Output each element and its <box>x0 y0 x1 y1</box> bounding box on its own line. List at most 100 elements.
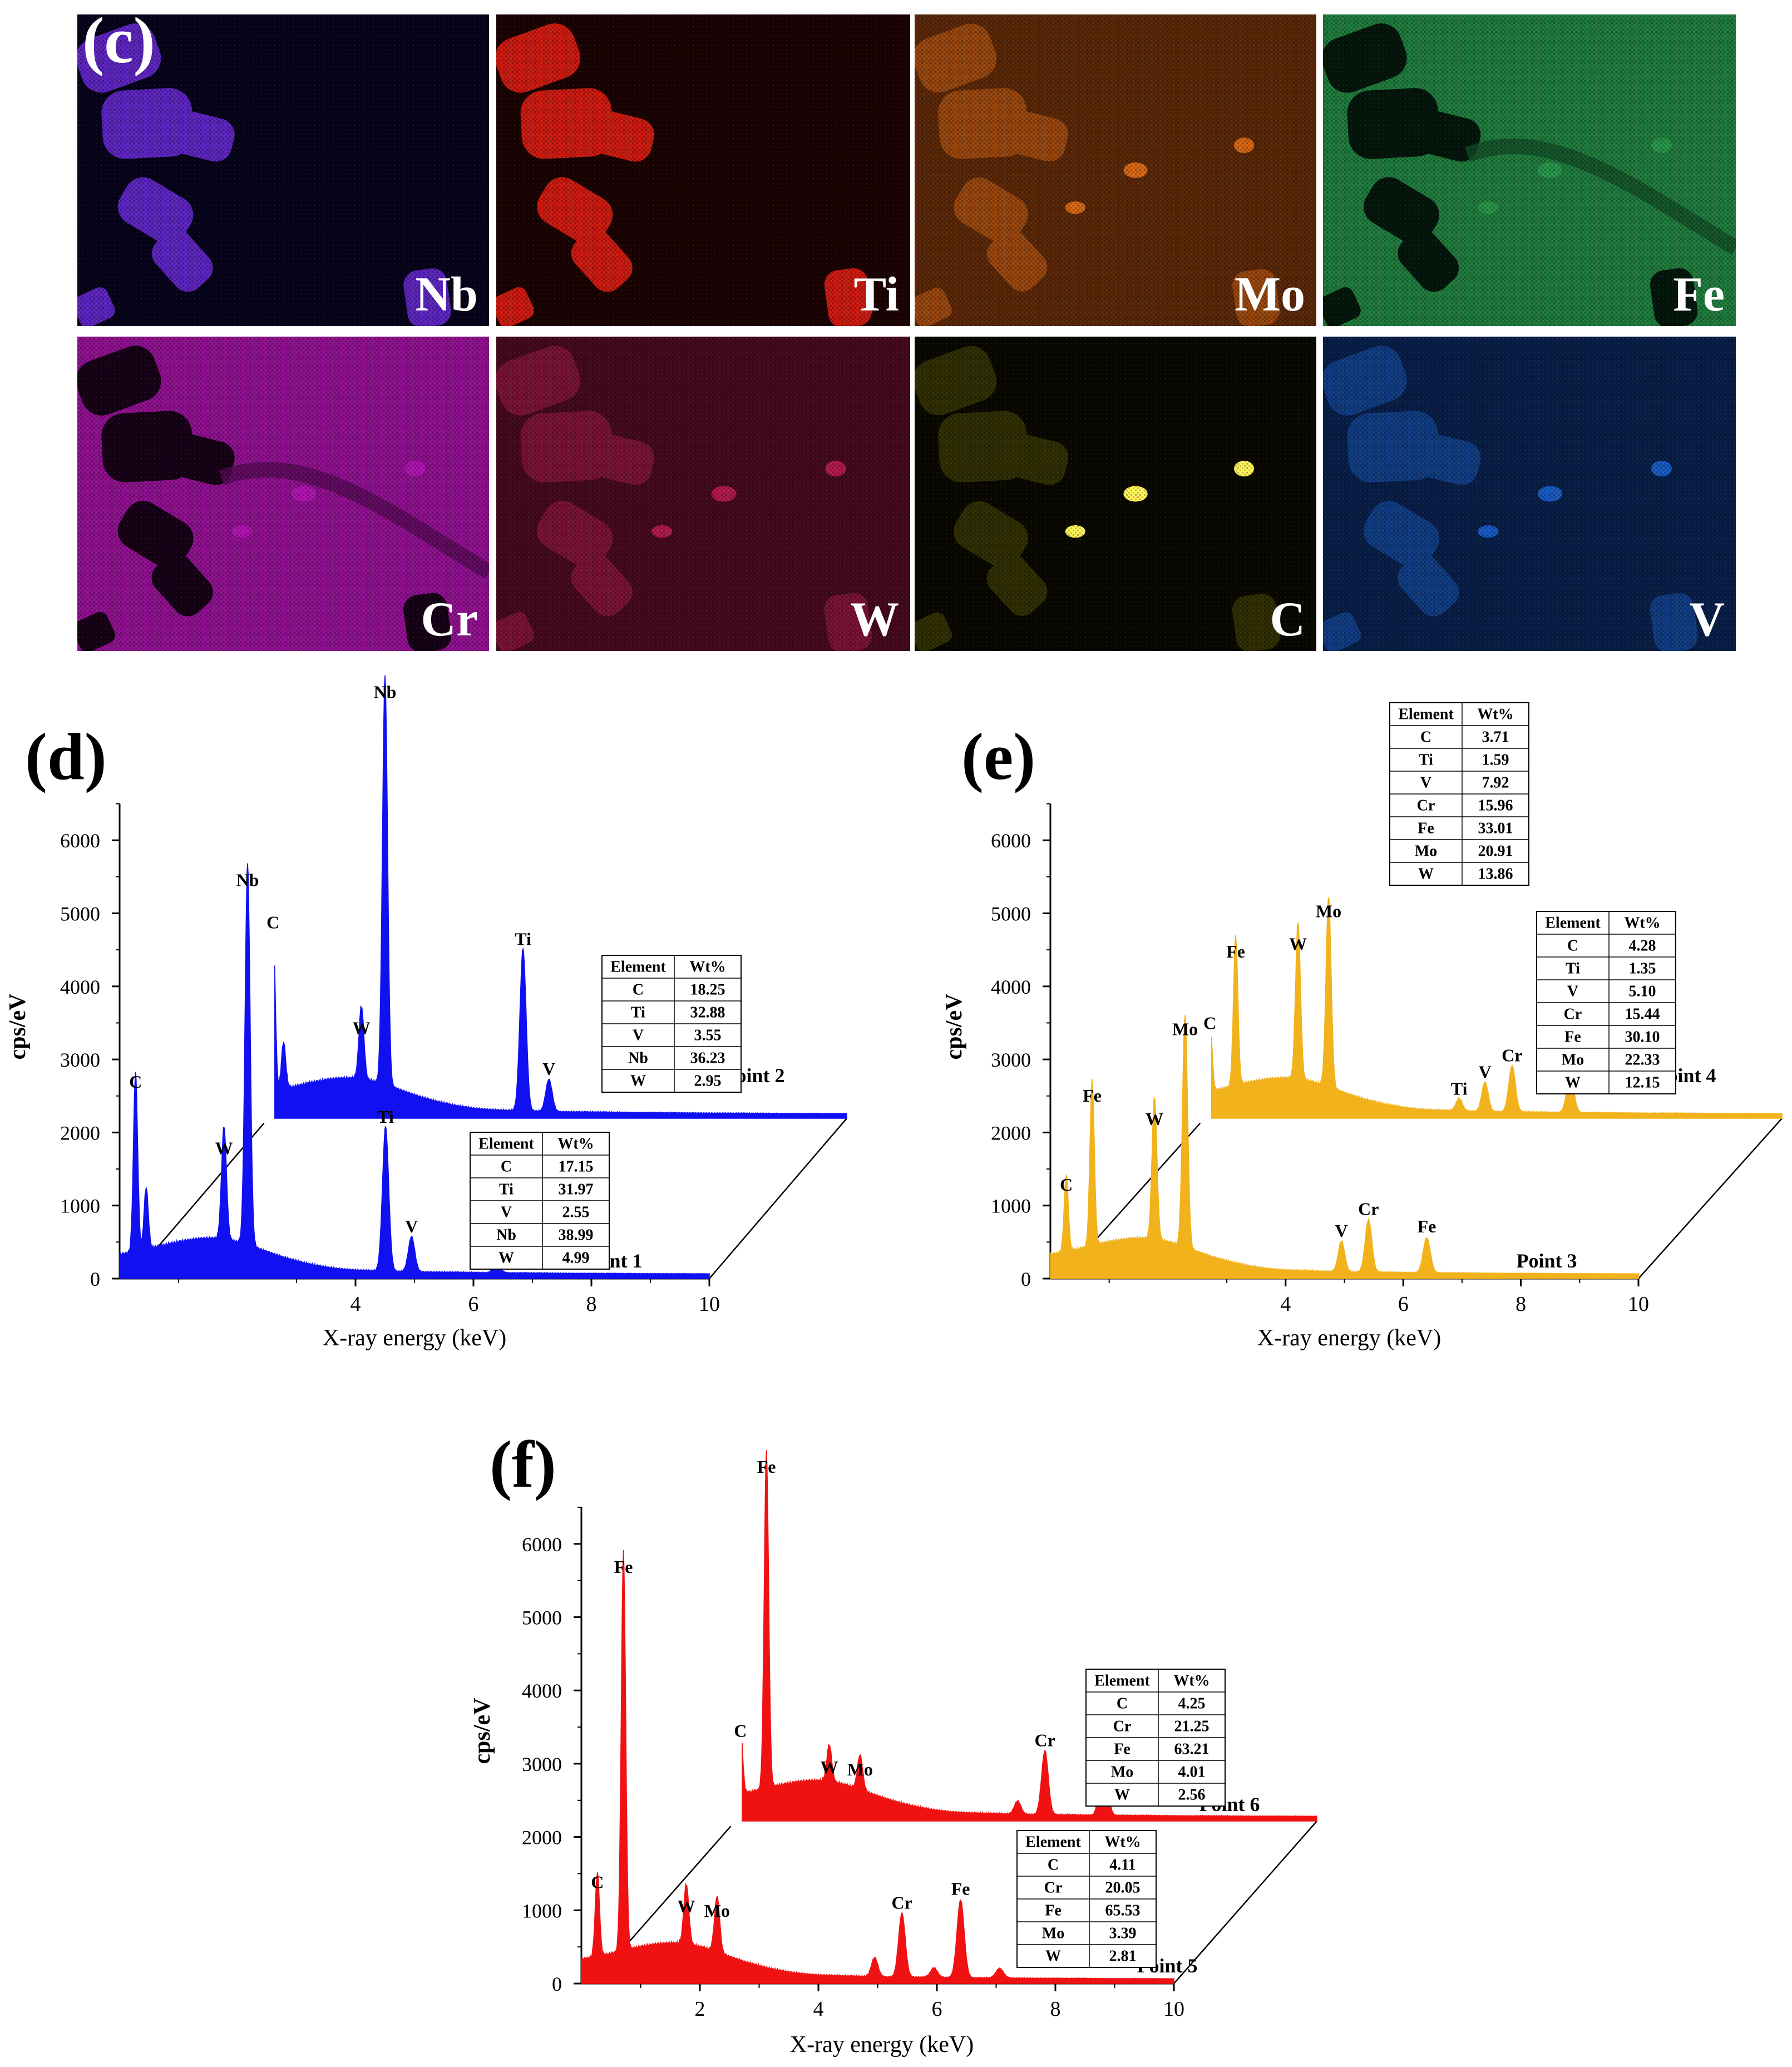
table-value-cell: 2.81 <box>1109 1948 1137 1965</box>
table-value-cell: 32.88 <box>690 1004 725 1022</box>
table-element-cell: Mo <box>1111 1764 1133 1781</box>
map-element-label: Nb <box>416 268 478 322</box>
table-element-cell: C <box>1420 729 1431 746</box>
y-tick-label: 5000 <box>522 1607 562 1629</box>
y-tick-label: 3000 <box>522 1753 562 1775</box>
table-value-cell: 63.21 <box>1174 1741 1210 1758</box>
spectrum-point-3: C Fe W Mo V Cr Fe <box>1050 1015 1639 1279</box>
table-header-cell: Element <box>478 1136 534 1153</box>
table-element-cell: Nb <box>628 1050 648 1067</box>
composition-table: Element Wt% C 4.25 Cr 21.25 Fe 63.21 Mo 4.01 W 2.56 <box>1085 1669 1226 1807</box>
element-map-nb: Nb <box>77 14 489 326</box>
table-value-cell: 1.35 <box>1629 960 1656 978</box>
table-value-cell: 20.05 <box>1105 1879 1141 1897</box>
peak-label: C <box>591 1872 604 1892</box>
x-tick-label: 10 <box>699 1293 720 1316</box>
table-element-cell: C <box>501 1158 512 1176</box>
y-tick-label: 3000 <box>60 1049 100 1071</box>
table-header-cell: Element <box>1025 1834 1081 1851</box>
table-element-cell: Mo <box>1042 1925 1064 1942</box>
table-element-cell: Fe <box>1114 1741 1131 1758</box>
table-element-cell: Ti <box>1419 752 1433 769</box>
y-tick-label: 0 <box>1021 1268 1031 1290</box>
y-tick-label: 4000 <box>60 976 100 998</box>
table-value-cell: 3.55 <box>694 1027 722 1044</box>
y-tick-label: 6000 <box>522 1533 562 1556</box>
table-value-cell: 12.15 <box>1625 1074 1660 1092</box>
table-element-cell: W <box>1565 1074 1581 1092</box>
composition-table: Element Wt% C 17.15 Ti 31.97 V 2.55 Nb 38.99 W 4.99 <box>470 1132 610 1270</box>
table-value-cell: 2.55 <box>562 1204 590 1221</box>
y-tick-label: 0 <box>90 1268 100 1290</box>
table-element-cell: Cr <box>1417 797 1435 815</box>
composition-table: Element Wt% C 3.71 Ti 1.59 V 7.92 Cr 15.96 Fe 33.01… <box>1389 702 1529 886</box>
peak-label: Cr <box>1358 1198 1379 1219</box>
table-element-cell: W <box>498 1250 514 1267</box>
composition-table: Element Wt% C 4.11 Cr 20.05 Fe 65.53 Mo 3.39 W 2.81 <box>1016 1830 1157 1968</box>
y-tick-label: 6000 <box>991 830 1031 852</box>
peak-label: C <box>129 1072 142 1092</box>
y-tick-label: 1000 <box>60 1195 100 1217</box>
element-map-ti: Ti <box>496 14 910 326</box>
element-map-v: V <box>1323 337 1736 651</box>
table-element-cell: V <box>1567 983 1578 1000</box>
peak-label: Mo <box>1172 1019 1198 1039</box>
map-element-label: Mo <box>1235 268 1305 322</box>
y-tick-label: 4000 <box>522 1680 562 1702</box>
spectrum-area <box>1211 897 1783 1119</box>
spectrum-point-5: C Fe W Mo Cr Fe <box>581 1550 1174 1984</box>
table-element-cell: W <box>630 1073 646 1090</box>
table-element-cell: Ti <box>631 1004 645 1022</box>
x-tick-label: 10 <box>1628 1293 1649 1316</box>
panel-label: (e) <box>961 719 1035 793</box>
table-header-cell: Element <box>1545 915 1601 932</box>
table-value-cell: 33.01 <box>1478 820 1513 837</box>
peak-label: Ti <box>377 1107 394 1127</box>
peak-label: Ti <box>1451 1079 1468 1099</box>
x-tick-label: 4 <box>350 1293 361 1316</box>
panel-label: (f) <box>490 1427 556 1501</box>
table-element-cell: C <box>1048 1857 1059 1874</box>
peak-label: Cr <box>1502 1045 1522 1065</box>
panel-label-c: (c) <box>82 4 155 77</box>
map-noise <box>77 14 489 326</box>
table-value-cell: 30.10 <box>1625 1029 1660 1046</box>
peak-label: Fe <box>1226 941 1245 961</box>
element-map-mo: Mo <box>915 14 1316 326</box>
composition-table: Element Wt% C 4.28 Ti 1.35 V 5.10 Cr 15.44 Fe 30.10… <box>1536 911 1676 1094</box>
table-element-cell: Ti <box>499 1181 514 1198</box>
table-element-cell: Cr <box>1044 1879 1063 1897</box>
peak-label: C <box>266 912 279 932</box>
table-element-cell: W <box>1114 1787 1130 1804</box>
elemental-maps-panel: Nb Ti Mo Fe Cr W C V (c) <box>77 4 1736 651</box>
map-element-label: W <box>850 593 899 647</box>
table-value-cell: 15.96 <box>1478 797 1513 815</box>
spectrum-area <box>1050 1015 1639 1279</box>
element-map-c: C <box>915 337 1316 651</box>
table-element-cell: V <box>1420 774 1431 792</box>
spectrum-point-1: C W Nb Ti V <box>119 863 710 1279</box>
table-value-cell: 65.53 <box>1105 1902 1141 1920</box>
table-header-cell: Wt% <box>689 959 725 976</box>
table-element-cell: Fe <box>1045 1902 1062 1920</box>
map-noise <box>77 337 489 651</box>
depth-line-right <box>709 1118 847 1279</box>
table-element-cell: Mo <box>1562 1052 1584 1069</box>
table-value-cell: 21.25 <box>1174 1718 1210 1735</box>
peak-label: Fe <box>1083 1086 1102 1106</box>
table-value-cell: 36.23 <box>690 1050 725 1067</box>
x-axis-title: X-ray energy (keV) <box>1257 1325 1441 1351</box>
element-map-fe: Fe <box>1323 14 1736 326</box>
peak-label: V <box>1335 1221 1348 1241</box>
table-value-cell: 22.33 <box>1625 1052 1660 1069</box>
table-element-cell: C <box>633 981 644 999</box>
peak-label: Mo <box>847 1759 873 1779</box>
peak-label: Nb <box>236 870 259 890</box>
peak-label: Fe <box>614 1557 633 1577</box>
table-value-cell: 18.25 <box>690 981 725 999</box>
peak-label: C <box>1203 1013 1216 1033</box>
table-value-cell: 3.39 <box>1109 1925 1137 1942</box>
table-value-cell: 4.01 <box>1178 1764 1206 1781</box>
table-header-cell: Element <box>1094 1673 1150 1690</box>
